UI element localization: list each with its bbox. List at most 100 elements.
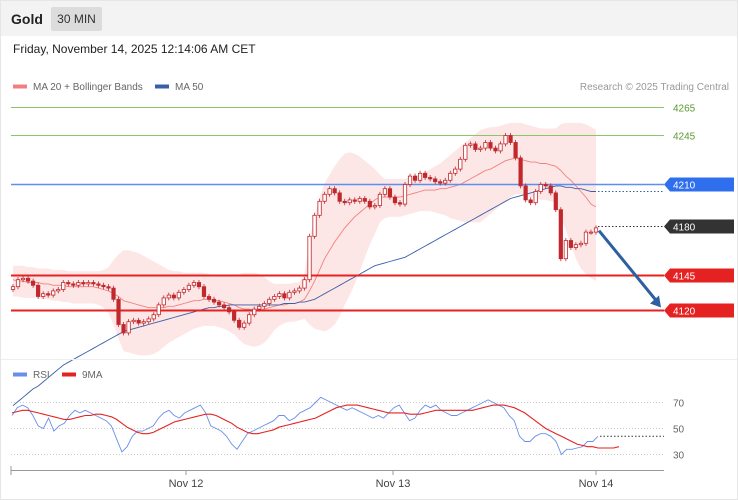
candle-body-up bbox=[372, 205, 377, 208]
candle-body-down bbox=[101, 284, 106, 288]
candle-body-up bbox=[76, 282, 81, 286]
candle-body-up bbox=[146, 318, 151, 323]
candle-body-up bbox=[181, 289, 186, 293]
candle-body-up bbox=[483, 142, 488, 149]
candle-body-up bbox=[191, 282, 197, 286]
candle-body-up bbox=[41, 293, 46, 297]
candle-body-up bbox=[297, 287, 302, 292]
rsi-legend-swatch bbox=[13, 372, 27, 377]
candle-body-up bbox=[302, 279, 307, 289]
overlay-layer: 4180 bbox=[597, 191, 734, 308]
forecast-arrow-head bbox=[650, 295, 661, 308]
candle-body-down bbox=[46, 293, 51, 296]
ma50-line bbox=[12, 185, 596, 407]
candle-body-up bbox=[453, 168, 458, 174]
candle-body-down bbox=[548, 185, 553, 194]
rsi-panel: 30 50 70 bbox=[11, 396, 685, 462]
candle-body-up bbox=[538, 184, 543, 192]
candle-body-up bbox=[317, 200, 322, 216]
bollinger-band-layer bbox=[13, 122, 596, 356]
candle-body-down bbox=[196, 282, 202, 288]
ma20-line bbox=[12, 157, 597, 311]
candle-body-up bbox=[563, 240, 568, 260]
candle-body-up bbox=[402, 184, 408, 205]
candle-body-down bbox=[352, 199, 357, 202]
candle-body-down bbox=[206, 296, 212, 300]
candle-body-down bbox=[523, 185, 528, 201]
candle-body-down bbox=[36, 284, 41, 297]
x-tick-label: Nov 13 bbox=[376, 478, 411, 490]
rsi-tick-label: 50 bbox=[673, 425, 685, 436]
candle-body-up bbox=[247, 314, 252, 324]
candle-body-down bbox=[332, 188, 337, 194]
candle-body-down bbox=[337, 192, 342, 202]
candle-body-down bbox=[342, 200, 347, 204]
candle-body-down bbox=[367, 200, 372, 208]
candle-body-down bbox=[106, 286, 111, 289]
candle-body-down bbox=[397, 202, 403, 205]
candle-body-down bbox=[25, 277, 31, 282]
candle-body-up bbox=[498, 143, 503, 152]
candle-body-down bbox=[111, 287, 116, 300]
candle-body-down bbox=[513, 142, 518, 159]
candle-body-up bbox=[327, 188, 332, 195]
candle-body-down bbox=[91, 282, 96, 285]
candle-body-up bbox=[277, 293, 282, 297]
candle-body-down bbox=[508, 135, 513, 143]
ma50-legend-swatch bbox=[155, 84, 169, 89]
level-label-4145: 4145 bbox=[673, 272, 696, 283]
candle-body-up bbox=[86, 282, 91, 285]
rsi-ma-legend-swatch bbox=[62, 372, 76, 377]
datetime-label: Friday, November 14, 2025 12:14:06 AM CE… bbox=[13, 42, 256, 56]
candle-body-up bbox=[156, 304, 161, 316]
ma20-legend-swatch bbox=[13, 84, 27, 89]
timeframe-button[interactable]: 30 MIN bbox=[51, 7, 102, 31]
candle-body-down bbox=[31, 280, 36, 286]
current-price-tag bbox=[664, 219, 734, 234]
candle-body-up bbox=[347, 199, 352, 204]
candle-body-down bbox=[121, 324, 126, 334]
candle-body-up bbox=[242, 322, 247, 328]
candle-body-up bbox=[377, 193, 382, 206]
candle-body-down bbox=[543, 184, 548, 187]
candle-body-down bbox=[237, 319, 242, 328]
candle-body-down bbox=[227, 307, 232, 313]
x-tick-label: Nov 14 bbox=[579, 478, 614, 490]
candle-body-up bbox=[503, 135, 508, 145]
candle-body-down bbox=[282, 293, 287, 299]
candle-body-up bbox=[322, 193, 327, 202]
rsi-ma-line bbox=[11, 404, 620, 449]
candle-body-up bbox=[272, 296, 277, 300]
candle-body-up bbox=[468, 143, 473, 146]
forecast-arrow-shaft bbox=[597, 229, 659, 303]
candle-body-up bbox=[307, 235, 312, 281]
level-tag-4145 bbox=[664, 268, 734, 283]
candle-body-down bbox=[392, 196, 398, 204]
x-tick-label: Nov 12 bbox=[169, 478, 204, 490]
copyright-label: Research © 2025 Trading Central bbox=[580, 82, 729, 93]
level-label-4210: 4210 bbox=[673, 181, 696, 192]
candle-body-down bbox=[362, 198, 367, 202]
rsi-tick-label: 30 bbox=[673, 451, 685, 462]
candle-body-up bbox=[578, 242, 584, 246]
candle-body-down bbox=[528, 199, 533, 204]
candle-body-up bbox=[61, 282, 66, 290]
candle-body-down bbox=[81, 282, 86, 285]
ma50-legend-label: MA 50 bbox=[175, 82, 204, 93]
candle-body-up bbox=[141, 321, 146, 324]
ma20-legend-label: MA 20 + Bollinger Bands bbox=[33, 82, 143, 93]
candle-body-up bbox=[186, 284, 192, 290]
candle-body-up bbox=[151, 314, 156, 320]
candle-body-up bbox=[161, 297, 166, 306]
candle-body-up bbox=[573, 244, 578, 248]
rsi-legend-label: RSI bbox=[33, 370, 50, 381]
candle-body-down bbox=[473, 143, 478, 150]
candle-body-down bbox=[568, 240, 573, 248]
candle-body-up bbox=[262, 303, 267, 307]
level-label-4245: 4245 bbox=[673, 132, 696, 143]
candle-body-down bbox=[518, 157, 523, 187]
candle-body-up bbox=[15, 279, 21, 288]
candle-body-down bbox=[387, 188, 393, 198]
candle-body-up bbox=[51, 290, 56, 296]
